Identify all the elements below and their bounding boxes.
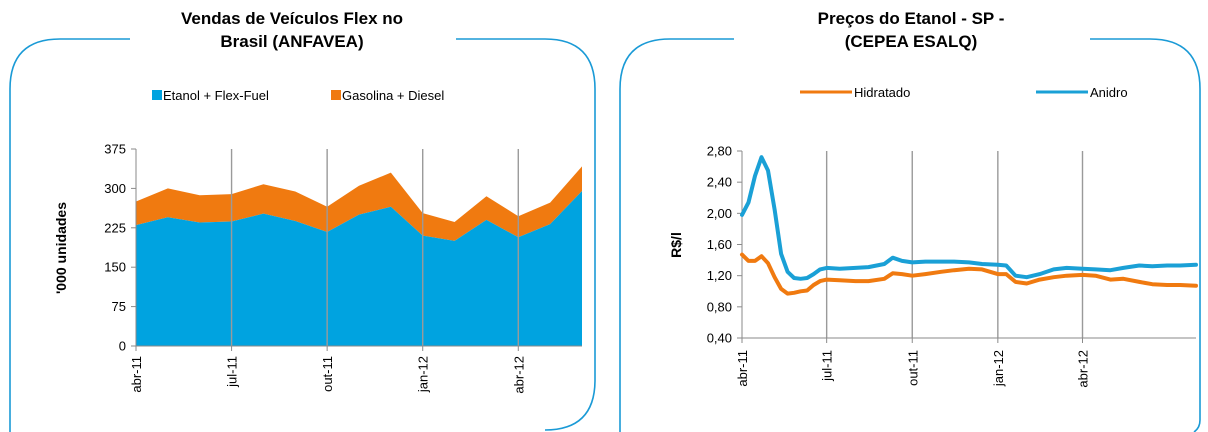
legend-label: Anidro	[1090, 85, 1128, 100]
sales-chart-title-line-2: Brasil (ANFAVEA)	[220, 32, 363, 51]
x-tick-label: out-11	[320, 356, 335, 392]
line-series-anidro	[740, 155, 1198, 281]
y-tick-label: 150	[104, 260, 126, 275]
y-axis-label: R$/l	[668, 232, 684, 258]
x-tick-label: jan-12	[991, 350, 1006, 387]
price-chart-title-line-1: Preços do Etanol - SP -	[818, 9, 1005, 28]
sales-chart: abr-11 jul-11 out-11 jan-12 abr-12 0 75 150 225 3…	[53, 88, 582, 394]
price-chart-title-line-2: (CEPEA ESALQ)	[845, 32, 978, 51]
legend-swatch	[331, 90, 341, 100]
x-tick-label: out-11	[905, 350, 920, 386]
area-series-gasolina-diesel	[136, 166, 582, 241]
x-tick-label: abr-11	[735, 350, 750, 387]
y-tick-label: 375	[104, 142, 126, 157]
x-tick-label: jan-12	[416, 356, 431, 393]
legend-swatch	[152, 90, 162, 100]
x-tick-label: jul-11	[225, 356, 240, 388]
legend-label: Gasolina + Diesel	[342, 88, 444, 103]
ethanol-price-chart-panel: Preços do Etanol - SP - (CEPEA ESALQ) ab…	[619, 9, 1201, 432]
ethanol-price-chart: abr-11 jul-11 out-11 jan-12 abr-12 0,40 0,80 1,…	[668, 85, 1198, 388]
y-tick-label: 2,40	[707, 175, 732, 190]
y-tick-label: 1,20	[707, 268, 732, 283]
y-tick-label: 2,80	[707, 144, 732, 159]
y-tick-label: 225	[104, 220, 126, 235]
x-tick-label: jul-11	[820, 350, 835, 382]
line-series-hidratado	[740, 252, 1198, 296]
x-tick-label: abr-12	[511, 356, 526, 394]
ethanol-price-chart-frame	[619, 38, 1201, 432]
sales-chart-title-line-1: Vendas de Veículos Flex no	[181, 9, 403, 28]
sales-chart-panel: Vendas de Veículos Flex no Brasil (ANFAV…	[9, 9, 596, 432]
y-tick-label: 0,80	[707, 299, 732, 314]
y-tick-label: 0	[119, 339, 126, 354]
y-tick-label: 2,00	[707, 206, 732, 221]
y-tick-label: 300	[104, 181, 126, 196]
y-axis-label: '000 unidades	[53, 202, 69, 294]
x-tick-label: abr-11	[129, 356, 144, 393]
y-tick-label: 0,40	[707, 331, 732, 346]
y-tick-label: 75	[112, 299, 126, 314]
legend-label: Etanol + Flex-Fuel	[163, 88, 269, 103]
y-tick-label: 1,60	[707, 237, 732, 252]
legend-label: Hidratado	[854, 85, 910, 100]
area-series-etanol-flex-fuel	[136, 191, 582, 346]
sales-chart-frame	[9, 38, 596, 432]
x-tick-label: abr-12	[1076, 350, 1091, 388]
